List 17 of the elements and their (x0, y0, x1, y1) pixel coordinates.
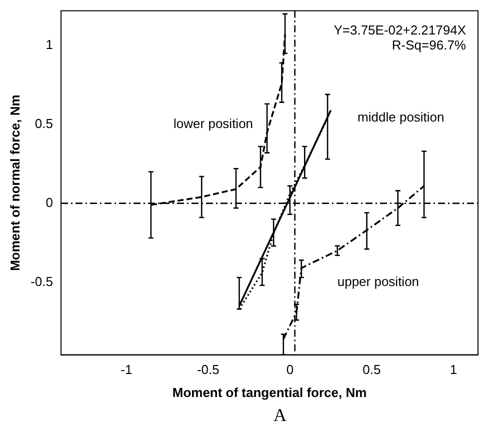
series-label: upper position (337, 274, 420, 290)
text: middle position (358, 110, 444, 125)
x-tick-label: 1 (450, 362, 458, 378)
series-label: lower position (174, 116, 254, 131)
y-axis-title: Moment of normal force, Nm (7, 94, 22, 271)
y-tick-label: 1 (46, 37, 53, 52)
x-tick-label: -1 (120, 362, 132, 378)
annotation: Y=3.75E-02+2.21794X (334, 22, 466, 38)
text: A (272, 405, 288, 426)
annotation: R-Sq=96.7% (392, 37, 466, 52)
y-tick-label: 0.5 (34, 116, 53, 131)
x-tick-label: 0.5 (362, 362, 381, 378)
x-tick-label: -0.5 (196, 362, 220, 378)
x-tick-label: 0 (286, 362, 294, 378)
x-axis-title: Moment of tangential force, Nm (172, 384, 367, 400)
y-tick-label: 0 (46, 194, 53, 210)
y-tick-label: -0.5 (30, 274, 53, 289)
